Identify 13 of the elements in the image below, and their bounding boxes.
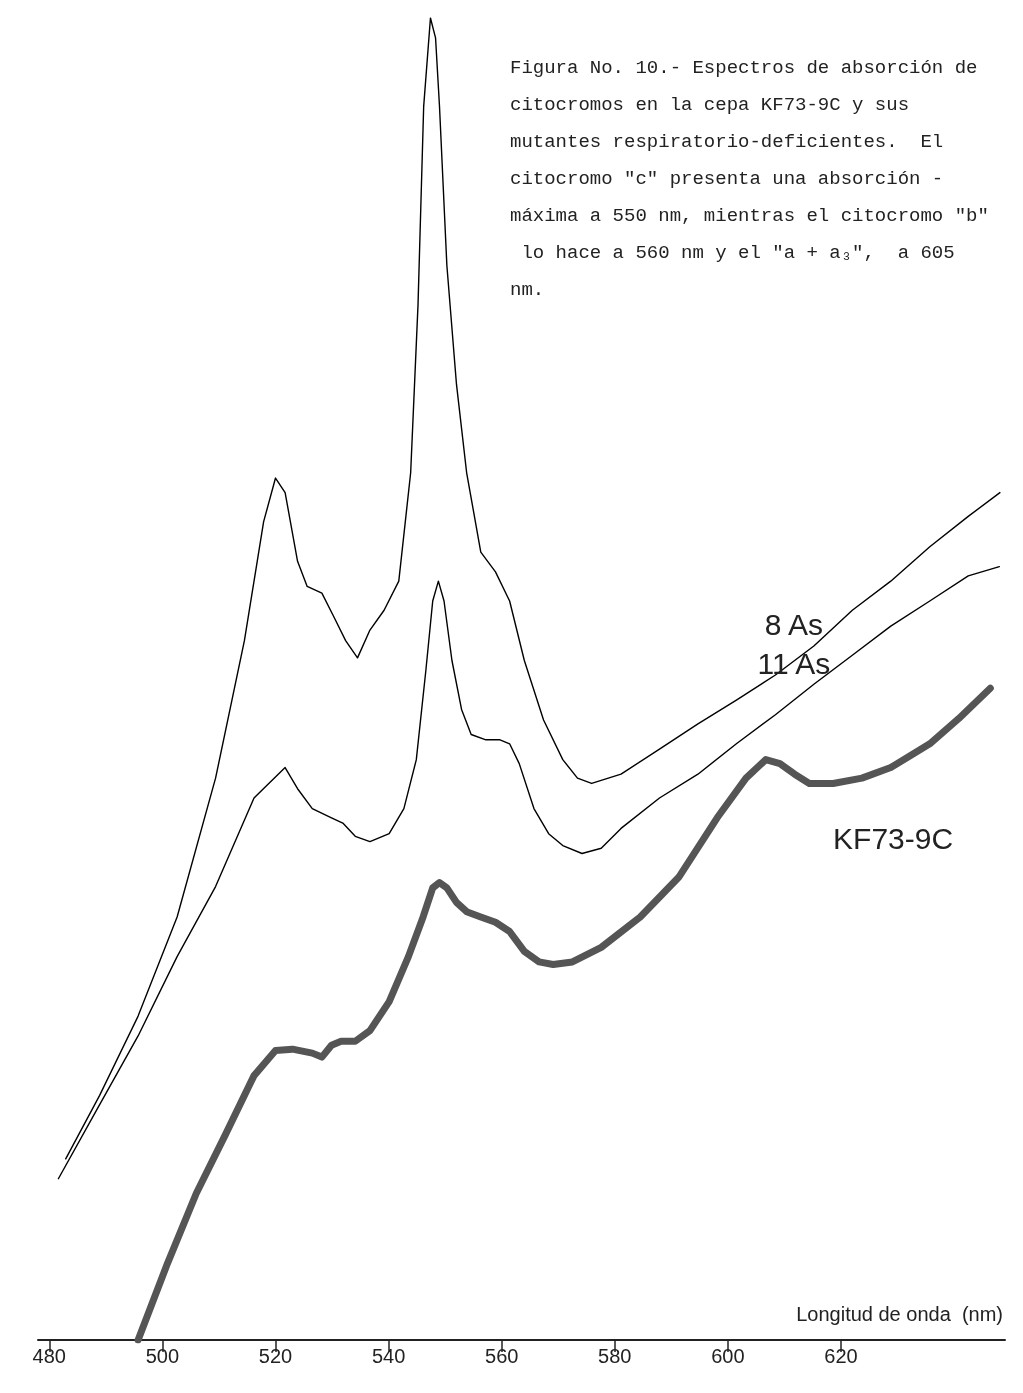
x-tick-label: 500 [145,1345,180,1367]
x-tick-label: 520 [258,1345,293,1367]
series-label: 11 As [757,646,831,680]
x-tick-label: 480 [32,1345,66,1367]
x-tick-label: 540 [371,1345,406,1367]
x-tick-label: 560 [485,1345,519,1367]
x-tick-label: 580 [598,1345,632,1367]
x-tick-label: 600 [711,1345,745,1367]
x-tick-label: 620 [824,1345,858,1367]
text: Figura No. 10.- Espectros de absorción de citocromos en la cepa KF73-9C y sus mutantes respiratorio-deficientes. El citocromo "c" presenta una absorción - máxima a 550 nm, mientras el citocromo "b" lo hace a 560 nm y el "a + a₃", a 605 nm. [510,56,989,301]
series-label: KF73-9C [833,821,954,855]
series-label: 8 As [764,608,824,642]
x-axis-title: Longitud de onda (nm) [796,1303,1004,1325]
